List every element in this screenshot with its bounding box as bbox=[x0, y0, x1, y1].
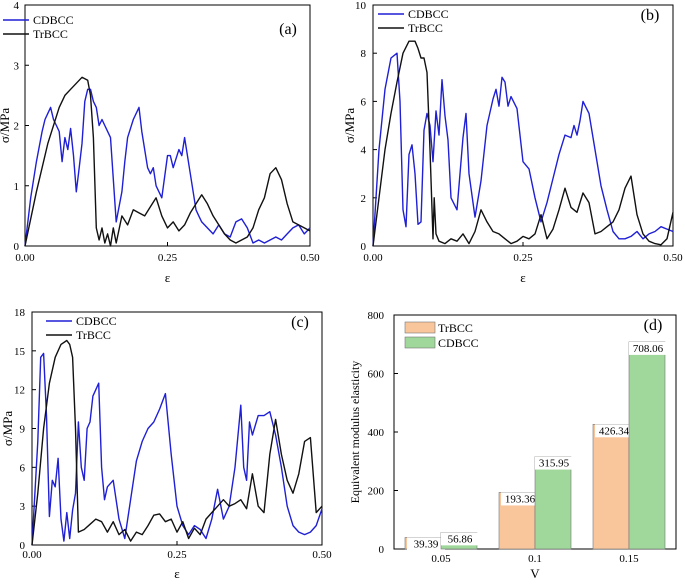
y-tick-label: 1 bbox=[14, 181, 20, 193]
series-line-trbcc bbox=[31, 339, 323, 546]
data-label-bg bbox=[629, 341, 667, 355]
x-tick-label: 0.05 bbox=[431, 553, 451, 565]
x-axis-label: ε bbox=[520, 270, 526, 285]
panel-label: (a) bbox=[279, 21, 297, 38]
data-label-bg bbox=[535, 456, 573, 470]
y-tick-label: 600 bbox=[368, 369, 385, 381]
y-tick-label: 800 bbox=[368, 310, 385, 322]
x-tick-label: 0.50 bbox=[663, 252, 683, 264]
y-tick-label: 200 bbox=[368, 486, 385, 498]
y-tick-label: 6 bbox=[361, 96, 367, 108]
data-label: 708.06 bbox=[633, 343, 664, 355]
legend-label-trbcc: TrBCC bbox=[33, 27, 68, 41]
legend-label-cdbcc: CDBCC bbox=[438, 336, 479, 350]
x-tick-label: 0.00 bbox=[22, 549, 42, 561]
y-tick-label: 0 bbox=[379, 544, 385, 556]
bar-trbcc-0.15 bbox=[592, 423, 630, 550]
data-label: 315.95 bbox=[539, 458, 570, 470]
data-label-bg bbox=[441, 532, 479, 546]
y-tick-label: 0 bbox=[361, 241, 367, 253]
series-line-trbcc bbox=[24, 76, 311, 247]
y-tick-label: 3 bbox=[14, 60, 20, 72]
y-tick-label: 2 bbox=[361, 193, 367, 205]
y-tick-label: 0 bbox=[20, 540, 26, 552]
x-axis-label: ε bbox=[174, 566, 180, 580]
panel-label: (b) bbox=[641, 7, 660, 24]
x-axis-label: V bbox=[530, 566, 540, 580]
y-tick-label: 3 bbox=[20, 501, 26, 513]
bar-cdbcc-0.15 bbox=[628, 341, 666, 550]
x-tick-label: 0.50 bbox=[300, 252, 320, 264]
x-tick-label: 0.00 bbox=[15, 252, 35, 264]
y-tick-label: 6 bbox=[20, 462, 26, 474]
y-tick-label: 2 bbox=[14, 121, 20, 133]
legend-label-cdbcc: CDBCC bbox=[33, 13, 74, 27]
legend-label-trbcc: TrBCC bbox=[408, 21, 443, 35]
legend-label-trbcc: TrBCC bbox=[76, 328, 111, 342]
y-axis-label: σ/MPa bbox=[0, 108, 12, 143]
data-label: 193.36 bbox=[505, 493, 536, 505]
y-tick-label: 12 bbox=[14, 385, 25, 397]
series-line-cdbcc bbox=[372, 52, 674, 247]
data-label: 56.86 bbox=[448, 533, 473, 545]
legend-label-cdbcc: CDBCC bbox=[408, 7, 449, 21]
series-line-cdbcc bbox=[31, 352, 323, 546]
y-axis-label: σ/MPa bbox=[342, 108, 357, 143]
data-label: 39.39 bbox=[414, 538, 439, 550]
y-tick-label: 400 bbox=[368, 427, 385, 439]
panel-label: (d) bbox=[644, 317, 663, 334]
y-tick-label: 9 bbox=[20, 424, 26, 436]
data-label: 426.34 bbox=[599, 425, 630, 437]
x-axis-label: ε bbox=[165, 270, 171, 285]
data-label-bg bbox=[595, 424, 633, 438]
plot-frame bbox=[372, 4, 674, 247]
panel-label: (c) bbox=[291, 314, 309, 331]
legend-label-cdbcc: CDBCC bbox=[76, 314, 117, 328]
x-tick-label: 0.1 bbox=[528, 553, 542, 565]
y-tick-label: 15 bbox=[14, 346, 26, 358]
y-tick-label: 8 bbox=[361, 48, 367, 60]
legend-swatch-cdbcc bbox=[404, 336, 436, 349]
y-tick-label: 4 bbox=[14, 0, 20, 12]
x-tick-label: 0.50 bbox=[312, 549, 332, 561]
x-tick-label: 0.25 bbox=[167, 549, 187, 561]
chart-panel-c: 0 3 6 9 12 15 18 ε σ/MPa (c) 0.00 0.25 0.50 CDBCCTrBC… bbox=[0, 307, 332, 581]
y-tick-label: 0 bbox=[14, 241, 20, 253]
series-line-trbcc bbox=[372, 40, 674, 247]
plot-frame bbox=[24, 4, 311, 247]
y-tick-label: 10 bbox=[355, 0, 367, 12]
legend-swatch-trbcc bbox=[404, 321, 436, 334]
y-axis-label: σ/MPa bbox=[0, 411, 15, 446]
series-line-cdbcc bbox=[24, 88, 311, 247]
chart-panel-d: 0 200 400 600 800 V Equivalent modulus elastic… bbox=[348, 310, 677, 581]
y-tick-label: 4 bbox=[361, 145, 367, 157]
data-label-bg bbox=[501, 492, 539, 506]
y-axis-label: Equivalent modulus elasticity bbox=[348, 361, 362, 504]
data-label-bg bbox=[407, 537, 445, 551]
bar-cdbcc-0.1 bbox=[534, 456, 572, 550]
x-tick-label: 0.25 bbox=[513, 252, 533, 264]
x-tick-label: 0.00 bbox=[363, 252, 383, 264]
x-tick-label: 0.15 bbox=[619, 553, 639, 565]
y-tick-label: 18 bbox=[14, 307, 26, 319]
x-tick-label: 0.25 bbox=[158, 252, 178, 264]
legend-label-trbcc: TrBCC bbox=[438, 321, 473, 335]
